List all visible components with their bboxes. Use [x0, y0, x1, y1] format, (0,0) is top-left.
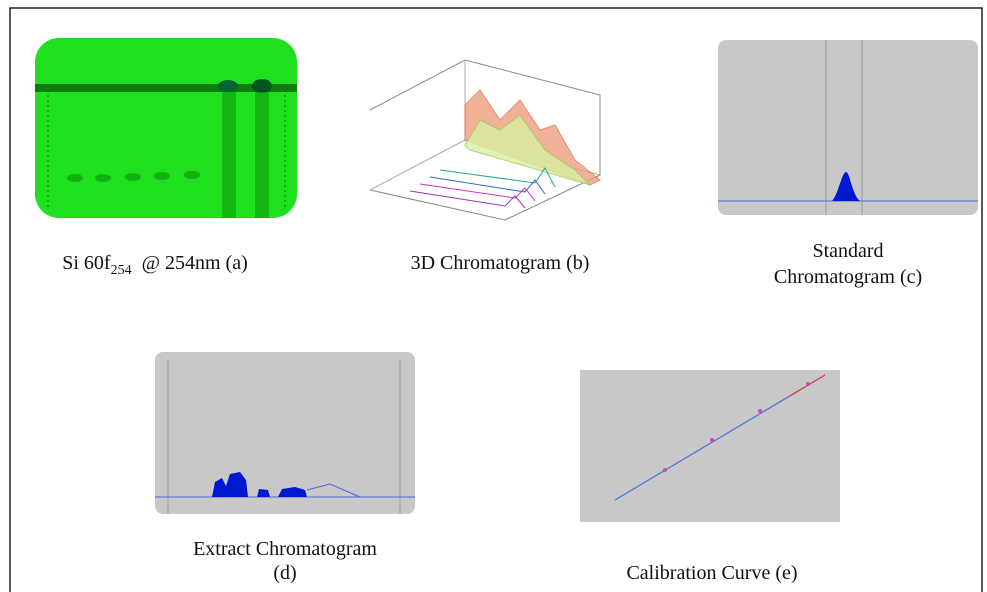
caption-part: Si 60f — [62, 252, 111, 274]
caption-part: @ 254nm (a) — [132, 252, 248, 274]
calibration-curve — [580, 370, 840, 522]
caption-d-line1: Extract Chromatogram — [193, 538, 377, 560]
extract-chromatogram — [155, 352, 415, 514]
caption-d-line2: (d) — [273, 562, 296, 584]
standard-chromatogram — [718, 40, 978, 215]
caption-c-line1: Standard — [812, 240, 883, 262]
caption-c-line2: Chromatogram (c) — [774, 266, 922, 288]
tlc-plate — [35, 38, 297, 218]
caption-b: 3D Chromatogram (b) — [411, 252, 590, 274]
figure: Si 60f254 @ 254nm (a) 3D Chromatogram (b… — [0, 0, 987, 592]
caption-e: Calibration Curve (e) — [626, 562, 797, 584]
caption-part: 254 — [111, 263, 132, 278]
